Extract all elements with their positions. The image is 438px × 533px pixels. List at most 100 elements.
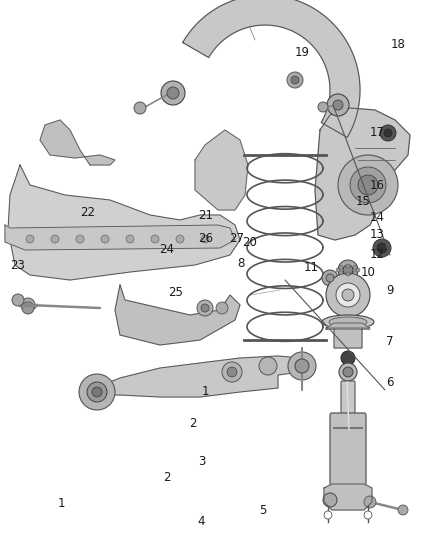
Circle shape	[323, 493, 337, 507]
Circle shape	[134, 102, 146, 114]
Circle shape	[126, 235, 134, 243]
FancyBboxPatch shape	[341, 381, 355, 431]
Text: 5: 5	[259, 504, 266, 517]
Circle shape	[22, 302, 34, 314]
Polygon shape	[324, 484, 372, 510]
Circle shape	[76, 235, 84, 243]
Circle shape	[353, 265, 357, 269]
Polygon shape	[95, 356, 308, 397]
Circle shape	[338, 155, 398, 215]
Text: 24: 24	[159, 243, 174, 256]
Circle shape	[295, 359, 309, 373]
Circle shape	[176, 235, 184, 243]
Text: 8: 8	[237, 257, 244, 270]
Circle shape	[333, 100, 343, 110]
Circle shape	[364, 511, 372, 519]
Circle shape	[373, 239, 391, 257]
Circle shape	[339, 271, 343, 275]
Text: 18: 18	[391, 38, 406, 51]
Text: 1: 1	[202, 385, 210, 398]
Circle shape	[227, 367, 237, 377]
Circle shape	[339, 363, 357, 381]
Text: 11: 11	[304, 261, 318, 274]
Circle shape	[259, 357, 277, 375]
Polygon shape	[326, 328, 370, 348]
Ellipse shape	[329, 317, 367, 327]
Circle shape	[26, 235, 34, 243]
Circle shape	[358, 175, 378, 195]
Circle shape	[201, 235, 209, 243]
Text: 23: 23	[10, 259, 25, 272]
Text: 2: 2	[162, 471, 170, 483]
Text: 15: 15	[356, 195, 371, 208]
Circle shape	[216, 302, 228, 314]
Circle shape	[161, 81, 185, 105]
Circle shape	[197, 300, 213, 316]
Circle shape	[342, 289, 354, 301]
Circle shape	[326, 274, 334, 282]
Circle shape	[339, 265, 343, 269]
Circle shape	[51, 235, 59, 243]
Polygon shape	[183, 0, 360, 138]
Circle shape	[327, 94, 349, 116]
Text: 13: 13	[369, 228, 384, 241]
Text: 16: 16	[369, 179, 384, 192]
Circle shape	[101, 235, 109, 243]
Polygon shape	[195, 130, 248, 210]
Text: 2: 2	[189, 417, 197, 430]
Text: 12: 12	[369, 248, 384, 261]
Text: 9: 9	[386, 284, 394, 297]
Text: 22: 22	[80, 206, 95, 219]
Circle shape	[79, 374, 115, 410]
Polygon shape	[5, 225, 235, 250]
Circle shape	[346, 264, 350, 268]
Polygon shape	[8, 165, 240, 280]
Circle shape	[87, 382, 107, 402]
Text: 4: 4	[198, 515, 205, 528]
Ellipse shape	[322, 315, 374, 329]
Text: 6: 6	[386, 376, 394, 389]
Circle shape	[341, 351, 355, 365]
Text: 26: 26	[198, 232, 213, 245]
Circle shape	[384, 129, 392, 137]
Polygon shape	[315, 108, 410, 240]
Circle shape	[21, 298, 35, 312]
Text: 1: 1	[57, 497, 65, 510]
Circle shape	[322, 270, 338, 286]
Text: 20: 20	[242, 236, 257, 249]
Circle shape	[353, 271, 357, 275]
Circle shape	[287, 72, 303, 88]
Circle shape	[350, 167, 386, 203]
Text: 10: 10	[360, 266, 375, 279]
Text: 21: 21	[198, 209, 213, 222]
Circle shape	[291, 76, 299, 84]
Circle shape	[326, 273, 370, 317]
Circle shape	[343, 265, 353, 275]
Circle shape	[377, 243, 387, 253]
Text: 27: 27	[229, 232, 244, 245]
Circle shape	[324, 511, 332, 519]
Circle shape	[12, 294, 24, 306]
Circle shape	[222, 362, 242, 382]
Circle shape	[151, 235, 159, 243]
Circle shape	[92, 387, 102, 397]
Polygon shape	[40, 120, 115, 165]
Circle shape	[201, 304, 209, 312]
Circle shape	[338, 260, 358, 280]
Circle shape	[167, 87, 179, 99]
Circle shape	[346, 272, 350, 276]
FancyBboxPatch shape	[330, 413, 366, 492]
Text: 14: 14	[369, 211, 384, 224]
Circle shape	[318, 102, 328, 112]
Text: 7: 7	[386, 335, 394, 348]
Circle shape	[288, 352, 316, 380]
Text: 17: 17	[369, 126, 384, 139]
Circle shape	[356, 268, 360, 272]
Polygon shape	[115, 285, 240, 345]
Circle shape	[336, 268, 340, 272]
Circle shape	[336, 283, 360, 307]
Polygon shape	[326, 323, 370, 328]
Circle shape	[380, 125, 396, 141]
Circle shape	[398, 505, 408, 515]
Text: 3: 3	[198, 455, 205, 467]
